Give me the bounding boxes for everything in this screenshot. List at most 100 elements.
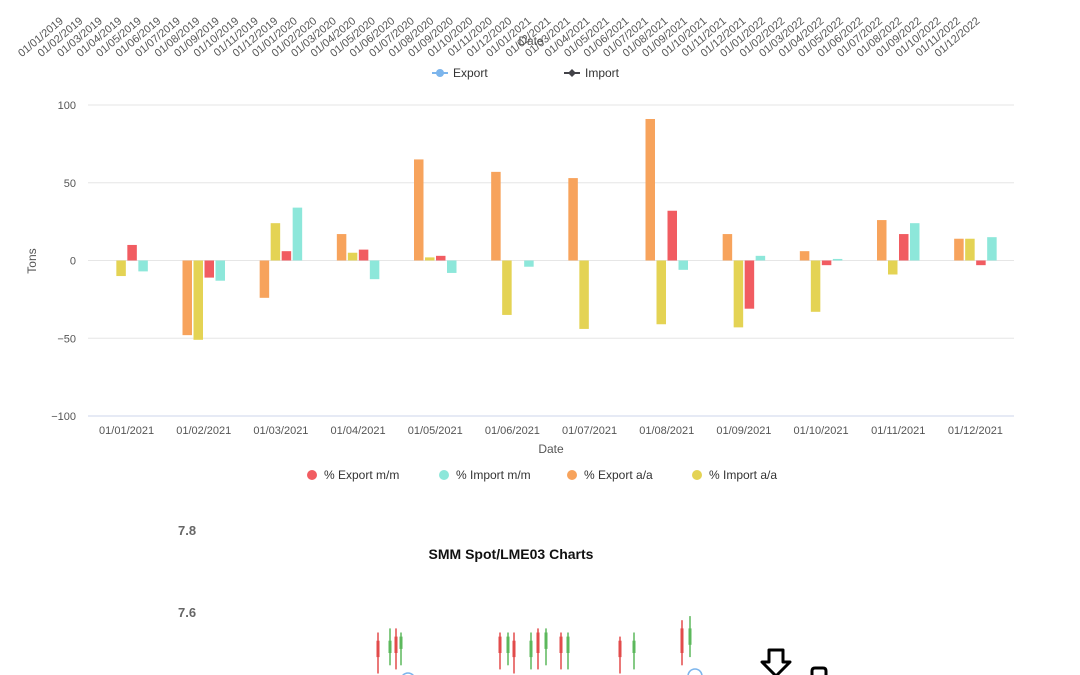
bar[interactable] (116, 260, 126, 277)
bar[interactable] (877, 220, 887, 261)
bar[interactable] (821, 260, 832, 266)
bar[interactable] (755, 255, 766, 261)
bar-legend-item[interactable]: % Export a/a (567, 468, 653, 482)
bar[interactable] (182, 260, 193, 336)
candle-body[interactable] (536, 632, 540, 654)
candle-body[interactable] (394, 636, 398, 653)
bar[interactable] (888, 260, 898, 275)
candle-body[interactable] (566, 636, 570, 653)
candle-body[interactable] (376, 640, 380, 658)
bar[interactable] (502, 260, 512, 315)
bar[interactable] (138, 260, 148, 272)
bar-y-tick-labels: −100 −50 0 50 100 (51, 100, 76, 423)
bar[interactable] (976, 260, 986, 266)
bar[interactable] (204, 260, 215, 278)
bar[interactable] (579, 260, 589, 329)
candle-body[interactable] (529, 640, 533, 658)
bar-legend-label: % Import m/m (456, 468, 531, 482)
bar-x-tick-label: 01/09/2021 (716, 425, 771, 437)
bar[interactable] (667, 210, 678, 261)
bar[interactable] (678, 260, 689, 270)
top-legend-item[interactable]: Export (432, 66, 488, 80)
candle-body[interactable] (506, 636, 510, 653)
bar-x-tick-label: 01/12/2021 (948, 425, 1003, 437)
bar[interactable] (281, 251, 292, 261)
top-legend-label: Export (453, 66, 488, 80)
bookmark-icon[interactable] (810, 666, 828, 675)
bar[interactable] (259, 260, 270, 298)
bar[interactable] (832, 258, 843, 261)
down-arrow-icon[interactable] (760, 648, 792, 675)
legend-circle-marker (692, 470, 702, 480)
bar-legend-item[interactable]: % Export m/m (307, 468, 399, 482)
bar-legend-item[interactable]: % Import a/a (692, 468, 777, 482)
bar[interactable] (447, 260, 457, 273)
bar[interactable] (987, 237, 997, 261)
bar[interactable] (193, 260, 204, 340)
bar[interactable] (369, 260, 380, 280)
bar[interactable] (414, 159, 424, 261)
bar[interactable] (568, 178, 578, 261)
bar[interactable] (425, 257, 435, 261)
candle-body[interactable] (399, 636, 403, 649)
bar[interactable] (899, 234, 909, 261)
bar-y-tick-label: 0 (70, 256, 76, 268)
bar-x-tick-label: 01/01/2021 (99, 425, 154, 437)
bar-y-tick-label: 50 (64, 178, 76, 190)
bar[interactable] (810, 260, 821, 312)
bar[interactable] (965, 238, 975, 261)
bar[interactable] (733, 260, 744, 328)
spot-candles (376, 616, 692, 674)
top-legend-label: Import (585, 66, 620, 80)
bar-x-tick-labels: 01/01/2021 01/02/2021 01/03/2021 01/04/2021… (99, 425, 1003, 437)
top-legend-item[interactable]: Import (564, 66, 620, 80)
bar[interactable] (722, 234, 733, 261)
legend-circle-marker (307, 470, 317, 480)
bar[interactable] (524, 260, 534, 267)
candle-body[interactable] (618, 640, 622, 658)
bar[interactable] (910, 223, 920, 261)
bar[interactable] (127, 244, 137, 261)
bar-x-tick-label: 01/05/2021 (408, 425, 463, 437)
bar-y-tick-label: −100 (51, 411, 76, 423)
bar[interactable] (744, 260, 755, 309)
bar[interactable] (491, 171, 501, 261)
top-x-axis-title: Date (518, 34, 544, 48)
bar-x-tick-label: 01/10/2021 (794, 425, 849, 437)
bar-y-tick-label: −50 (57, 333, 76, 345)
bar-x-axis-title: Date (538, 442, 564, 456)
candle-body[interactable] (632, 640, 636, 653)
bar[interactable] (358, 249, 369, 261)
candle-body[interactable] (512, 640, 516, 658)
bar[interactable] (954, 238, 964, 261)
bar-x-tick-label: 01/11/2021 (871, 425, 925, 437)
top-legend: Export Import (432, 66, 620, 80)
legend-circle-marker (436, 69, 444, 77)
spot-marker-circle (402, 672, 414, 675)
bar-x-tick-label: 01/04/2021 (331, 425, 386, 437)
candle-body[interactable] (498, 636, 502, 653)
bar-gridlines (88, 104, 1014, 339)
bar-x-tick-label: 01/06/2021 (485, 425, 540, 437)
bar[interactable] (645, 118, 656, 261)
bar-legend-label: % Export m/m (324, 468, 399, 482)
candle-body[interactable] (688, 628, 692, 645)
bar[interactable] (656, 260, 667, 325)
legend-circle-marker (439, 470, 449, 480)
bar[interactable] (292, 207, 303, 261)
bar[interactable] (799, 251, 810, 261)
bar[interactable] (336, 234, 347, 261)
bar[interactable] (215, 260, 226, 281)
candle-body[interactable] (544, 632, 548, 649)
bar[interactable] (270, 223, 281, 261)
bar-legend-item[interactable]: % Import m/m (439, 468, 531, 482)
bar[interactable] (347, 252, 358, 261)
candle-body[interactable] (388, 640, 392, 653)
spot-y-tick-7-8: 7.8 (178, 523, 196, 538)
bar-x-tick-label: 01/03/2021 (253, 425, 308, 437)
bar-y-axis-title: Tons (25, 248, 39, 273)
candle-body[interactable] (680, 628, 684, 653)
bar[interactable] (436, 255, 446, 261)
candle-body[interactable] (559, 636, 563, 653)
